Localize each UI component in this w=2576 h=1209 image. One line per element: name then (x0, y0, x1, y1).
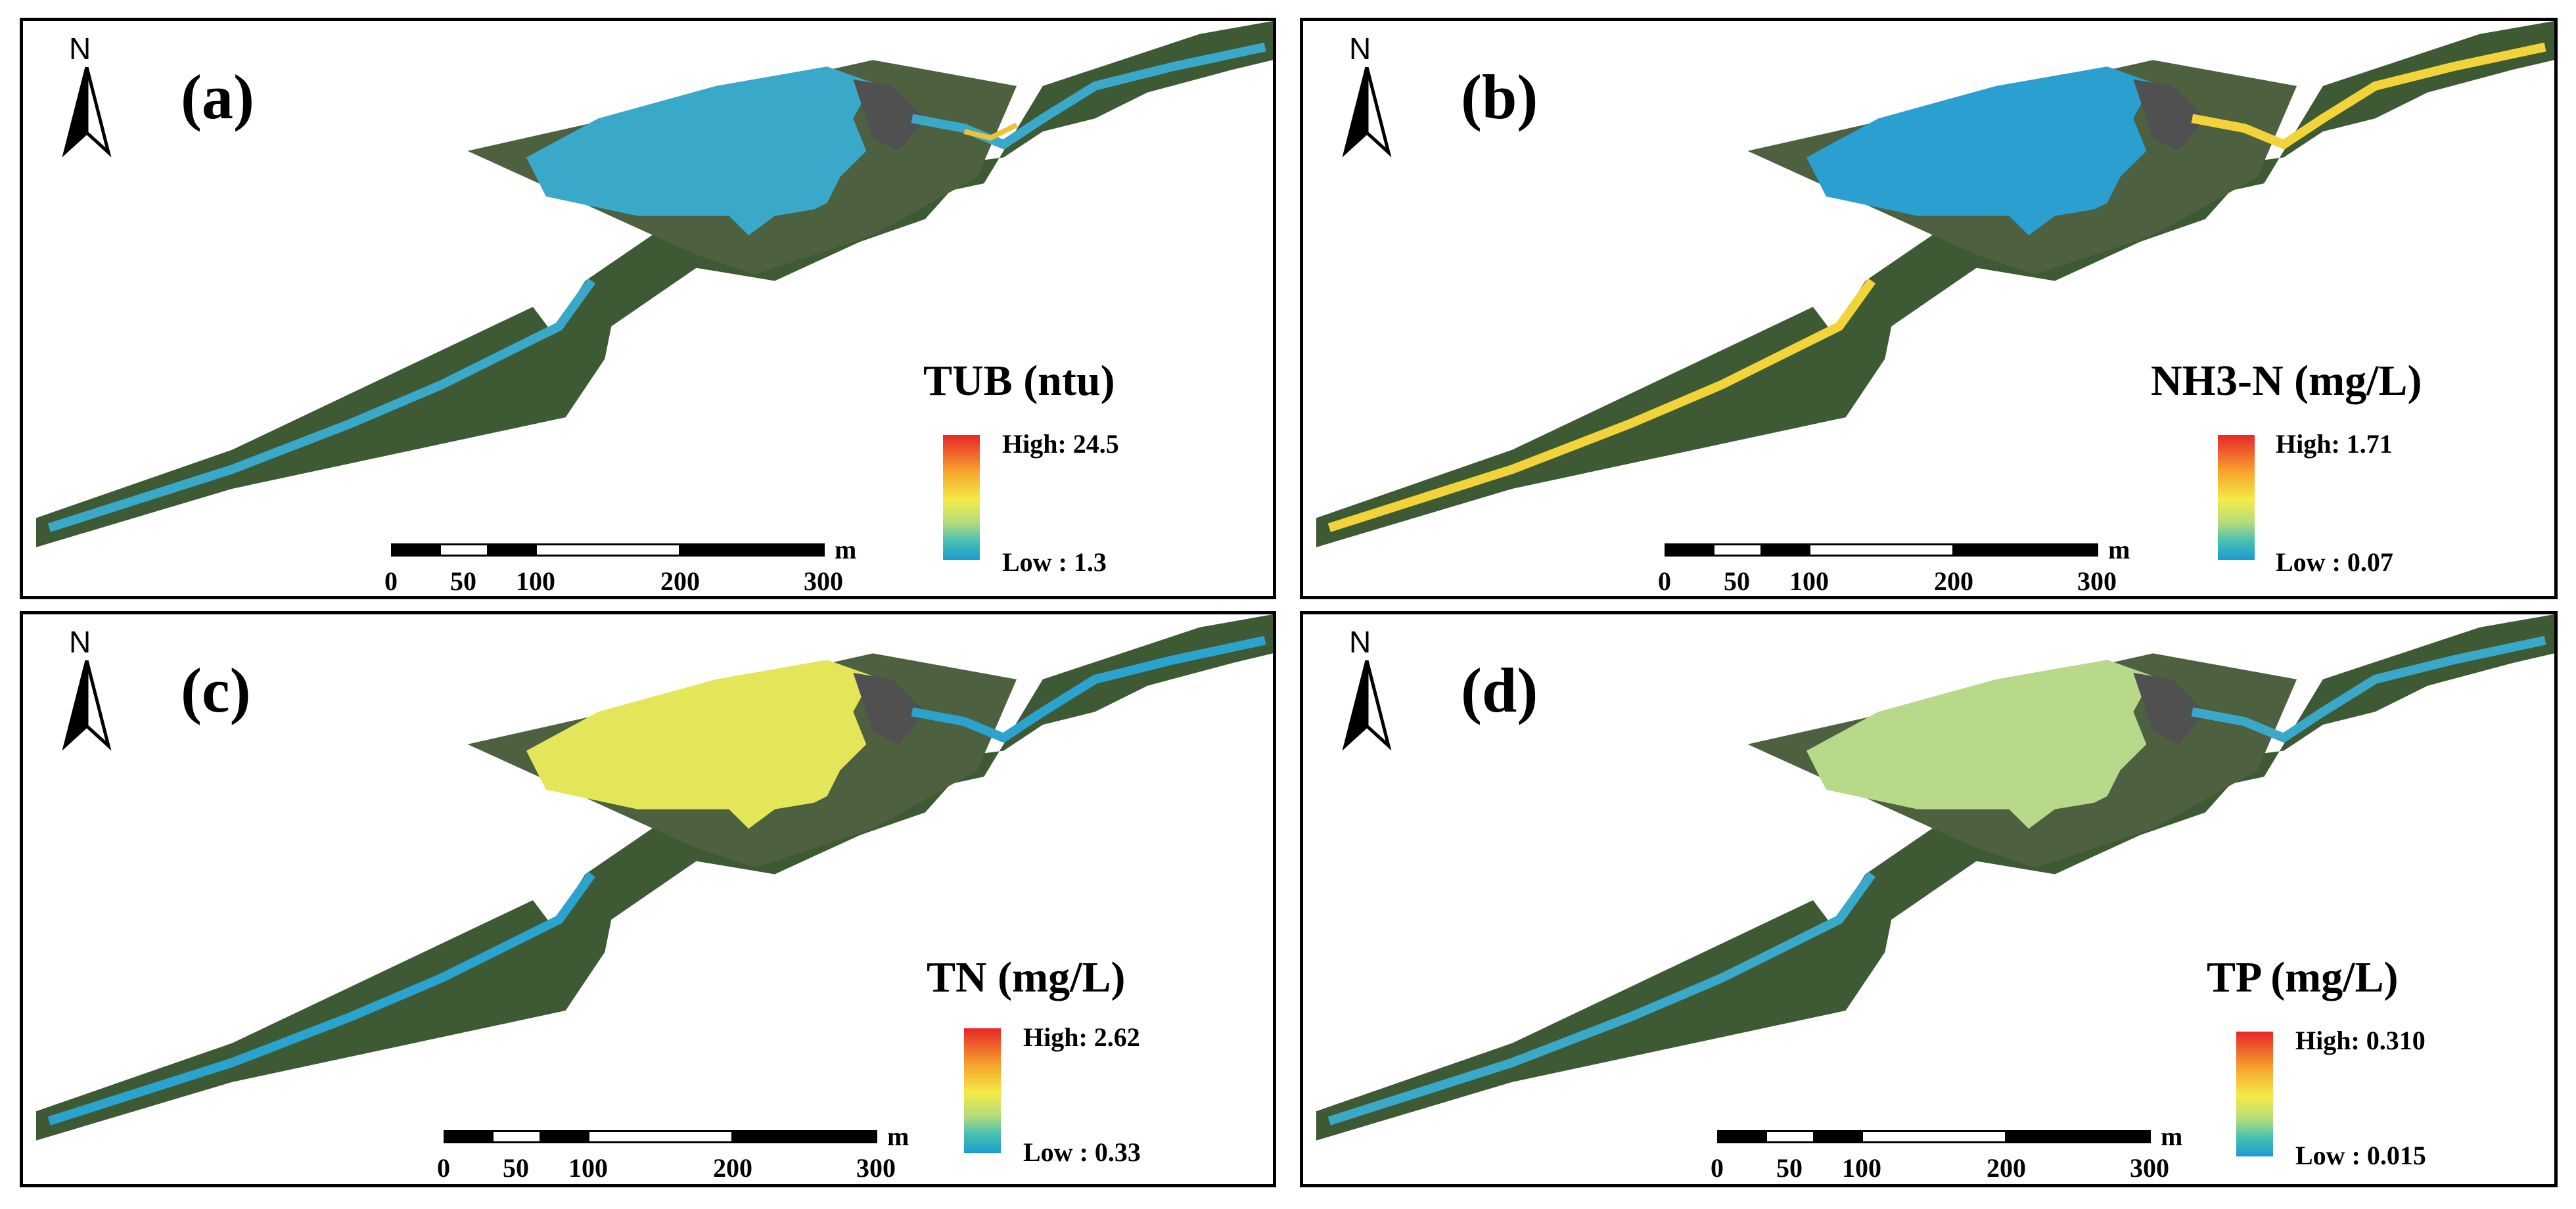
scale-segment (492, 1130, 541, 1143)
scale-segment (679, 543, 825, 557)
scale-segment (444, 1130, 494, 1143)
scale-segment (535, 543, 681, 557)
scale-segment (1665, 543, 1714, 557)
north-letter: N (69, 32, 91, 66)
scale-tick: 100 (1789, 566, 1829, 596)
scale-tick: 0 (1658, 566, 1671, 596)
map-panel-d: N (d) TP (mg/L) High: 0.310 Low : 0.015 … (1300, 611, 2558, 1187)
water-body (47, 635, 1266, 1126)
scale-tick: 0 (384, 566, 398, 596)
scale-segment (1765, 1130, 1815, 1143)
color-ramp (2236, 1032, 2273, 1156)
scale-segment (587, 1130, 733, 1143)
scale-segment (1813, 1130, 1863, 1143)
north-letter: N (1349, 625, 1371, 659)
scale-tick: 200 (1934, 566, 1973, 596)
scale-unit: m (2108, 535, 2130, 564)
scale-segment (1808, 543, 1954, 557)
scale-bar: 0 50 100 200 300 m (437, 1122, 909, 1184)
scale-tick: 300 (2077, 566, 2117, 596)
legend-low-label: Low : 0.015 (2295, 1141, 2426, 1170)
north-arrow-icon (1342, 67, 1392, 158)
panel-label: (d) (1461, 655, 1538, 725)
scale-tick: 100 (568, 1153, 608, 1183)
legend-title: TN (mg/L) (927, 953, 1126, 1001)
scale-tick: 200 (713, 1153, 752, 1183)
legend-title: NH3-N (mg/L) (2151, 357, 2422, 405)
color-ramp (943, 435, 980, 560)
scale-tick: 50 (1776, 1153, 1803, 1183)
legend-high-label: High: 0.310 (2295, 1026, 2426, 1055)
scale-bar: 0 50 100 200 300 m (1711, 1122, 2182, 1184)
scale-segment (540, 1130, 589, 1143)
legend-high-label: High: 24.5 (1002, 429, 1119, 459)
scale-bar: 0 50 100 200 300 m (1658, 535, 2130, 596)
scale-segment (1861, 1130, 2007, 1143)
satellite-map-d (1316, 614, 2554, 1141)
map-panel-c: N (c) TN (mg/L) High: 2.62 Low : 0.33 0 … (20, 611, 1276, 1187)
panel-label: (b) (1461, 62, 1538, 132)
scale-segment (1717, 1130, 1767, 1143)
scale-bar: 0 50 100 200 300 m (384, 535, 856, 596)
scale-segment (1952, 543, 2098, 557)
scale-tick: 200 (1987, 1153, 2026, 1183)
scale-tick: 300 (2130, 1153, 2169, 1183)
scale-segment (391, 543, 441, 557)
satellite-map-c (35, 614, 1273, 1141)
scale-segment (1713, 543, 1762, 557)
scale-tick: 50 (503, 1153, 529, 1183)
scale-segment (487, 543, 537, 557)
north-arrow-icon (1342, 660, 1392, 751)
north-arrow-icon (62, 660, 112, 751)
scale-segment (439, 543, 489, 557)
scale-tick: 300 (856, 1153, 896, 1183)
legend-title: TUB (ntu) (923, 357, 1115, 405)
color-ramp (964, 1028, 1001, 1153)
legend-low-label: Low : 1.3 (1002, 547, 1107, 577)
legend-high-label: High: 2.62 (1023, 1022, 1140, 1052)
satellite-map-a (35, 21, 1273, 547)
legend-high-label: High: 1.71 (2276, 429, 2393, 459)
scale-tick: 100 (516, 566, 555, 596)
scale-tick: 300 (804, 566, 843, 596)
scale-tick: 50 (1724, 566, 1750, 596)
scale-tick: 200 (660, 566, 700, 596)
scale-tick: 50 (450, 566, 476, 596)
north-letter: N (69, 625, 91, 659)
panel-label: (a) (181, 62, 254, 132)
scale-tick: 100 (1842, 1153, 1881, 1183)
scale-segment (731, 1130, 877, 1143)
water-body (1327, 42, 2546, 532)
panel-label: (c) (181, 655, 251, 725)
scale-unit: m (887, 1122, 909, 1151)
satellite-map-b (1316, 21, 2554, 547)
north-letter: N (1349, 32, 1371, 66)
legend-title: TP (mg/L) (2207, 953, 2399, 1001)
scale-unit: m (2161, 1122, 2183, 1151)
scale-segment (1760, 543, 1810, 557)
legend-low-label: Low : 0.33 (1023, 1137, 1141, 1167)
scale-segment (2005, 1130, 2151, 1143)
water-body (47, 42, 1266, 532)
color-ramp (2218, 435, 2255, 560)
map-panel-b: N (b) NH3-N (mg/L) High: 1.71 Low : 0.07… (1300, 18, 2558, 599)
water-body (1327, 635, 2546, 1126)
scale-tick: 0 (1711, 1153, 1724, 1183)
legend-low-label: Low : 0.07 (2276, 547, 2393, 577)
north-arrow-icon (62, 67, 112, 158)
map-panel-a: N (a) TUB (ntu) High: 24.5 Low : 1.3 0 5… (20, 18, 1276, 599)
scale-tick: 0 (437, 1153, 450, 1183)
scale-unit: m (835, 535, 857, 564)
